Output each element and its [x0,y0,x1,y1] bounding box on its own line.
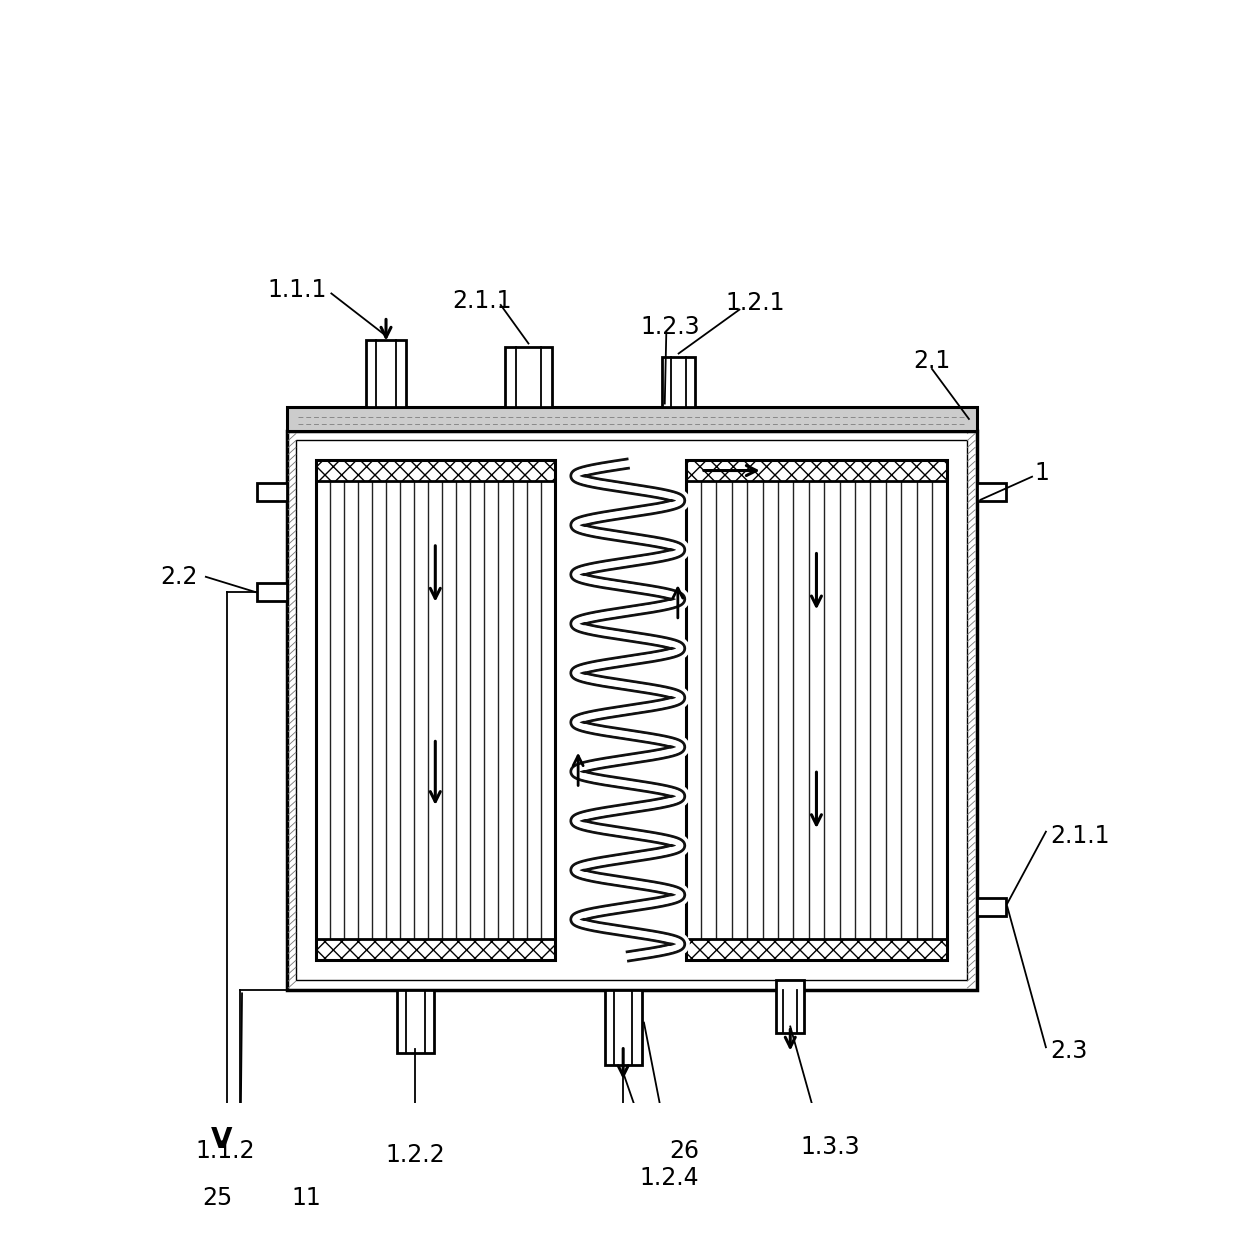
Text: V: V [211,1126,232,1154]
Text: 2.1: 2.1 [914,349,951,373]
Bar [977,898,1006,917]
Bar [316,939,554,960]
Bar [776,980,804,1032]
Bar [366,339,405,408]
Bar [316,460,554,481]
Text: 2.1.1: 2.1.1 [1050,824,1110,847]
Text: 1.3.3: 1.3.3 [801,1135,861,1160]
Text: 2.3: 2.3 [1050,1040,1087,1063]
Bar [686,460,947,481]
Text: 1.2.2: 1.2.2 [386,1144,445,1167]
Bar [605,990,641,1066]
Bar [296,440,967,980]
Text: 1.2.1: 1.2.1 [725,291,785,316]
Bar [977,483,1006,502]
Bar [258,483,286,502]
Text: 1.1.2: 1.1.2 [196,1139,255,1163]
Bar [286,408,977,430]
Text: 11: 11 [291,1186,321,1211]
Text: 25: 25 [202,1186,233,1211]
Bar [662,357,694,408]
Text: 1.1.1: 1.1.1 [267,278,326,301]
Text: 1.2.4: 1.2.4 [640,1166,699,1191]
Text: 1: 1 [1034,461,1049,484]
Text: 2.2: 2.2 [160,565,197,589]
Bar [686,460,947,960]
Bar [316,460,554,960]
Text: 26: 26 [670,1139,699,1163]
Bar [505,347,552,408]
Bar [286,430,977,990]
Text: 2.1.1: 2.1.1 [451,289,511,313]
Bar [397,990,434,1053]
Bar [258,584,286,601]
Bar [686,939,947,960]
Text: 1.2.3: 1.2.3 [640,315,699,338]
